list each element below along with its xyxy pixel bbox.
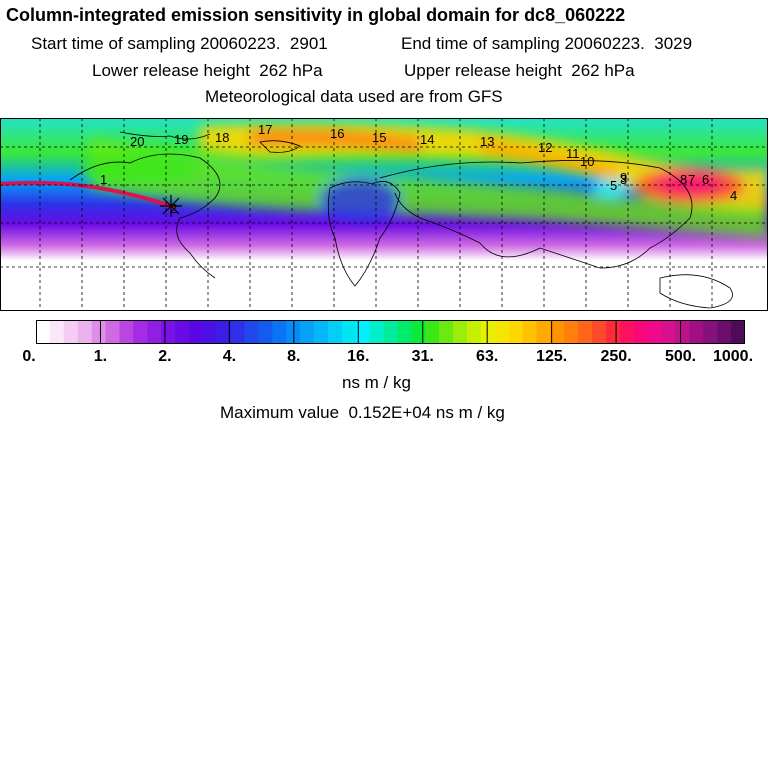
colorbar-cell — [175, 320, 190, 344]
lower-release-height: Lower release height 262 hPa — [92, 61, 323, 80]
trajectory-label: 17 — [258, 122, 272, 137]
colorbar-cell — [355, 320, 371, 344]
colorbar-cell — [605, 320, 621, 344]
colorbar-tick-label: 63. — [476, 348, 499, 365]
colorbar-cell — [619, 320, 635, 344]
trajectory-label: 13 — [480, 134, 494, 149]
plot-title: Column-integrated emission sensitivity i… — [6, 5, 626, 25]
colorbar-cell — [717, 320, 732, 344]
colorbar-cell — [411, 320, 426, 344]
colorbar-tick-label: 4. — [222, 348, 237, 365]
colorbar-cell — [453, 320, 468, 344]
colorbar-cell — [202, 320, 218, 344]
colorbar-tick-label: 31. — [411, 348, 434, 365]
colorbar-cell — [550, 320, 565, 344]
colorbar-cell — [119, 320, 134, 344]
colorbar-cell — [327, 320, 343, 344]
end-time: End time of sampling 20060223. 3029 — [401, 34, 693, 53]
trajectory-label: 5 — [610, 178, 617, 193]
colorbar-cell — [633, 320, 649, 344]
colorbar-cell — [675, 320, 690, 344]
colorbar-tick-label: 8. — [287, 348, 301, 365]
colorbar-tick-label: 125. — [536, 348, 568, 365]
trajectory-label: 16 — [330, 126, 344, 141]
colorbar-cell — [63, 320, 79, 344]
trajectory-label: 15 — [372, 130, 386, 145]
colorbar-cell — [425, 320, 440, 344]
colorbar-cell — [258, 320, 273, 344]
trajectory-label: 4 — [730, 188, 737, 203]
trajectory-label: 1 — [100, 172, 107, 187]
colorbar-cell — [49, 320, 65, 344]
colorbar — [36, 320, 745, 344]
trajectory-label: 20 — [130, 134, 144, 149]
colorbar-tick-label: 1000. — [712, 348, 754, 365]
colorbar-cell — [689, 320, 704, 344]
colorbar-cell — [216, 320, 232, 344]
colorbar-cell — [564, 320, 579, 344]
colorbar-units: ns m / kg — [342, 373, 411, 392]
colorbar-cell — [703, 320, 718, 344]
met-data-source: Meteorological data used are from GFS — [205, 87, 503, 106]
upper-release-height: Upper release height 262 hPa — [404, 61, 635, 80]
colorbar-cell — [494, 320, 510, 344]
release-point-marker — [160, 195, 182, 217]
colorbar-cell — [77, 320, 93, 344]
colorbar-cell — [91, 320, 107, 344]
colorbar-cell — [244, 320, 260, 344]
trajectory-label: 14 — [420, 132, 434, 147]
colorbar-cell — [161, 320, 176, 344]
trajectory-label: 10 — [580, 154, 594, 169]
trajectory-label: 12 — [538, 140, 552, 155]
trajectory-label: 3 — [620, 172, 627, 187]
colorbar-cell — [466, 320, 482, 344]
trajectory-label: 2 — [170, 201, 177, 216]
trajectory-label: 7 — [688, 172, 695, 187]
colorbar-tick-label: 16. — [347, 348, 370, 365]
colorbar-cell — [300, 320, 315, 344]
colorbar-cell — [369, 320, 385, 344]
trajectory-label: 8 — [680, 172, 687, 187]
trajectory-label: 11 — [566, 146, 580, 161]
trajectory-label: 6 — [702, 172, 709, 187]
colorbar-cell — [397, 320, 412, 344]
colorbar-cell — [480, 320, 496, 344]
trajectory-label: 19 — [174, 132, 188, 147]
colorbar-cell — [36, 320, 51, 344]
colorbar-cell — [341, 320, 357, 344]
colorbar-cell — [522, 320, 538, 344]
colorbar-cell — [105, 320, 121, 344]
colorbar-cell — [661, 320, 677, 344]
maximum-value: Maximum value 0.152E+04 ns m / kg — [220, 403, 505, 422]
colorbar-cell — [508, 320, 524, 344]
colorbar-tick-label: 250. — [600, 348, 632, 365]
colorbar-cell — [383, 320, 399, 344]
trajectory-label: 9 — [620, 170, 627, 185]
colorbar-cell — [230, 320, 246, 344]
colorbar-cell — [188, 320, 204, 344]
colorbar-tick-label: 0. — [22, 348, 36, 365]
colorbar-cell — [647, 320, 663, 344]
trajectory-label: 18 — [215, 130, 229, 145]
colorbar-cell — [133, 320, 148, 344]
colorbar-cell — [147, 320, 162, 344]
colorbar-cell — [439, 320, 454, 344]
colorbar-cell — [578, 320, 593, 344]
colorbar-cell — [592, 320, 607, 344]
colorbar-tick-label: 1. — [93, 348, 108, 365]
colorbar-cell — [272, 320, 287, 344]
colorbar-cell — [536, 320, 551, 344]
colorbar-tick-label: 500. — [664, 348, 697, 365]
start-time: Start time of sampling 20060223. 2901 — [31, 34, 328, 53]
colorbar-tick-label: 2. — [158, 348, 172, 365]
colorbar-cell — [731, 320, 745, 344]
colorbar-cell — [314, 320, 329, 344]
